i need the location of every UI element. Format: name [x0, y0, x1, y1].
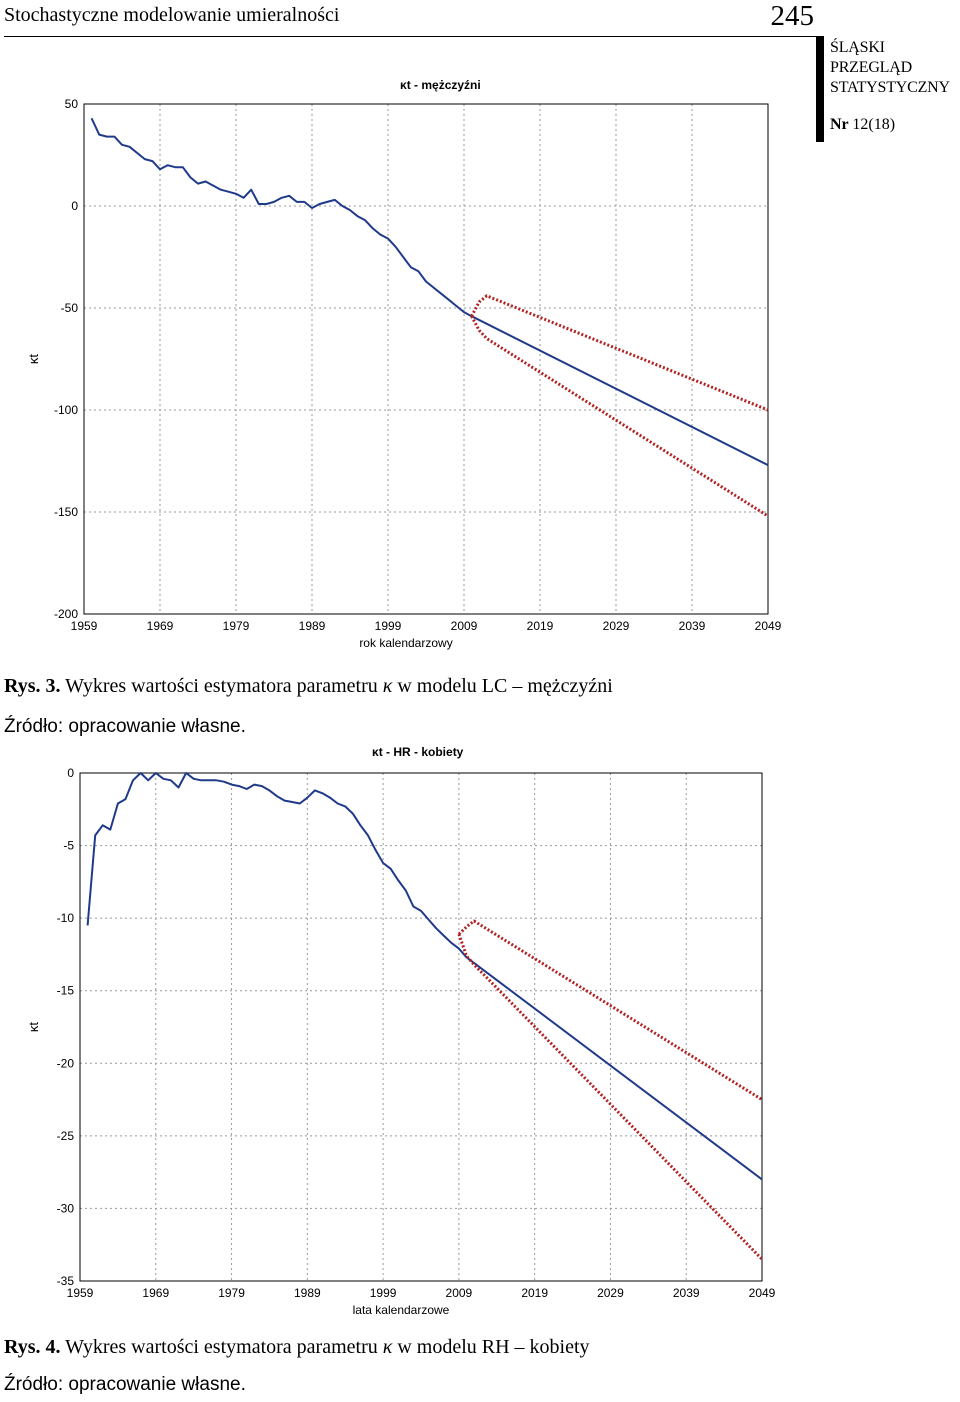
y-tick-label: -30	[57, 1201, 75, 1215]
figure-source-women: Źródło: opracowanie własne.	[4, 1374, 246, 1395]
x-tick-label: 2039	[679, 619, 706, 633]
journal-box: ŚLĄSKI PRZEGLĄD STATYSTYCZNY Nr 12(18)	[816, 36, 960, 142]
series-line-lower-bound	[457, 933, 764, 1261]
x-tick-label: 2049	[755, 619, 782, 633]
x-tick-label: 2049	[749, 1286, 776, 1300]
page-number: 245	[770, 0, 815, 32]
journal-name-line: PRZEGLĄD	[830, 59, 912, 76]
x-tick-label: 1979	[218, 1286, 245, 1300]
y-tick-label: -5	[63, 839, 74, 853]
y-tick-label: 0	[71, 199, 78, 213]
figure-label: Rys. 3.	[4, 675, 61, 697]
issue-label: Nr	[830, 116, 849, 133]
y-tick-label: -20	[57, 1056, 75, 1070]
x-axis-label: rok kalendarzowy	[359, 636, 452, 650]
x-tick-label: 1999	[375, 619, 402, 633]
caption-symbol: κ	[382, 675, 393, 697]
x-tick-label: 2009	[446, 1286, 473, 1300]
caption-symbol: κ	[382, 1336, 393, 1358]
journal-name-line: STATYSTYCZNY	[830, 79, 950, 96]
x-tick-label: 2039	[673, 1286, 700, 1300]
x-tick-label: 1989	[294, 1286, 321, 1300]
y-tick-label: -10	[57, 911, 75, 925]
chart-title: κt - mężczyźni	[400, 78, 481, 92]
x-tick-label: 1979	[223, 619, 250, 633]
chart-men-svg: 1959 1969 1979 1989 1999 2009 2019 2029 2039 2049…	[26, 78, 782, 650]
y-tick-label: 0	[67, 766, 74, 780]
y-tick-label: -25	[57, 1129, 75, 1143]
y-tick-label: -15	[57, 984, 75, 998]
x-tick-label: 2029	[603, 619, 630, 633]
series-line-estimate	[90, 117, 769, 466]
x-tick-label: 2019	[521, 1286, 548, 1300]
journal-name-line: ŚLĄSKI	[830, 39, 885, 56]
issue-value: 12(18)	[852, 116, 896, 133]
caption-text: Wykres wartości estymatora parametru	[65, 1336, 383, 1358]
y-tick-label: -100	[54, 403, 78, 417]
y-axis-label: κt	[26, 1022, 41, 1033]
chart-women: 1959 1969 1979 1989 1999 2009 2019 2029 2039 2049…	[0, 738, 800, 1333]
series-line-lower-bound	[470, 315, 769, 518]
journal-issue: Nr 12(18)	[830, 116, 960, 134]
x-tick-label: 2019	[527, 619, 554, 633]
figure-source-men: Źródło: opracowanie własne.	[4, 716, 246, 737]
series-line-estimate	[86, 772, 763, 1181]
y-axis-label: κt	[26, 354, 41, 365]
x-tick-label: 2029	[597, 1286, 624, 1300]
plot-frame	[79, 772, 763, 1282]
plot-frame	[83, 103, 769, 615]
x-tick-label: 1999	[370, 1286, 397, 1300]
caption-text: Wykres wartości estymatora parametru	[65, 675, 383, 697]
y-tick-label: -200	[54, 607, 78, 621]
x-tick-label: 1969	[147, 619, 174, 633]
x-tick-label: 1959	[71, 619, 98, 633]
caption-text-end: w modelu LC – mężczyźni	[392, 675, 613, 697]
y-tick-label: -150	[54, 505, 78, 519]
figure-label: Rys. 4.	[4, 1336, 61, 1358]
y-tick-label: -35	[57, 1274, 75, 1288]
running-title: Stochastyczne modelowanie umieralności	[4, 4, 340, 26]
journal-name: ŚLĄSKI PRZEGLĄD STATYSTYCZNY	[830, 38, 960, 98]
x-axis-label: lata kalendarzowe	[353, 1303, 450, 1317]
caption-text-end: w modelu RH – kobiety	[392, 1336, 590, 1358]
chart-title: κt - HR - kobiety	[372, 745, 464, 759]
header-rule	[4, 36, 816, 37]
y-tick-label: -50	[61, 301, 79, 315]
figure-caption-women: Rys. 4. Wykres wartości estymatora param…	[4, 1336, 590, 1359]
x-tick-label: 2009	[451, 619, 478, 633]
y-tick-label: 50	[65, 97, 79, 111]
x-tick-label: 1959	[67, 1286, 94, 1300]
chart-men: 1959 1969 1979 1989 1999 2009 2019 2029 2039 2049…	[0, 70, 800, 665]
series-line-upper-bound	[470, 294, 769, 412]
chart-women-svg: 1959 1969 1979 1989 1999 2009 2019 2029 2039 2049…	[26, 745, 776, 1317]
figure-caption-men: Rys. 3. Wykres wartości estymatora param…	[4, 675, 613, 698]
x-tick-label: 1989	[299, 619, 326, 633]
series-line-upper-bound	[457, 919, 763, 1101]
x-tick-label: 1969	[142, 1286, 169, 1300]
